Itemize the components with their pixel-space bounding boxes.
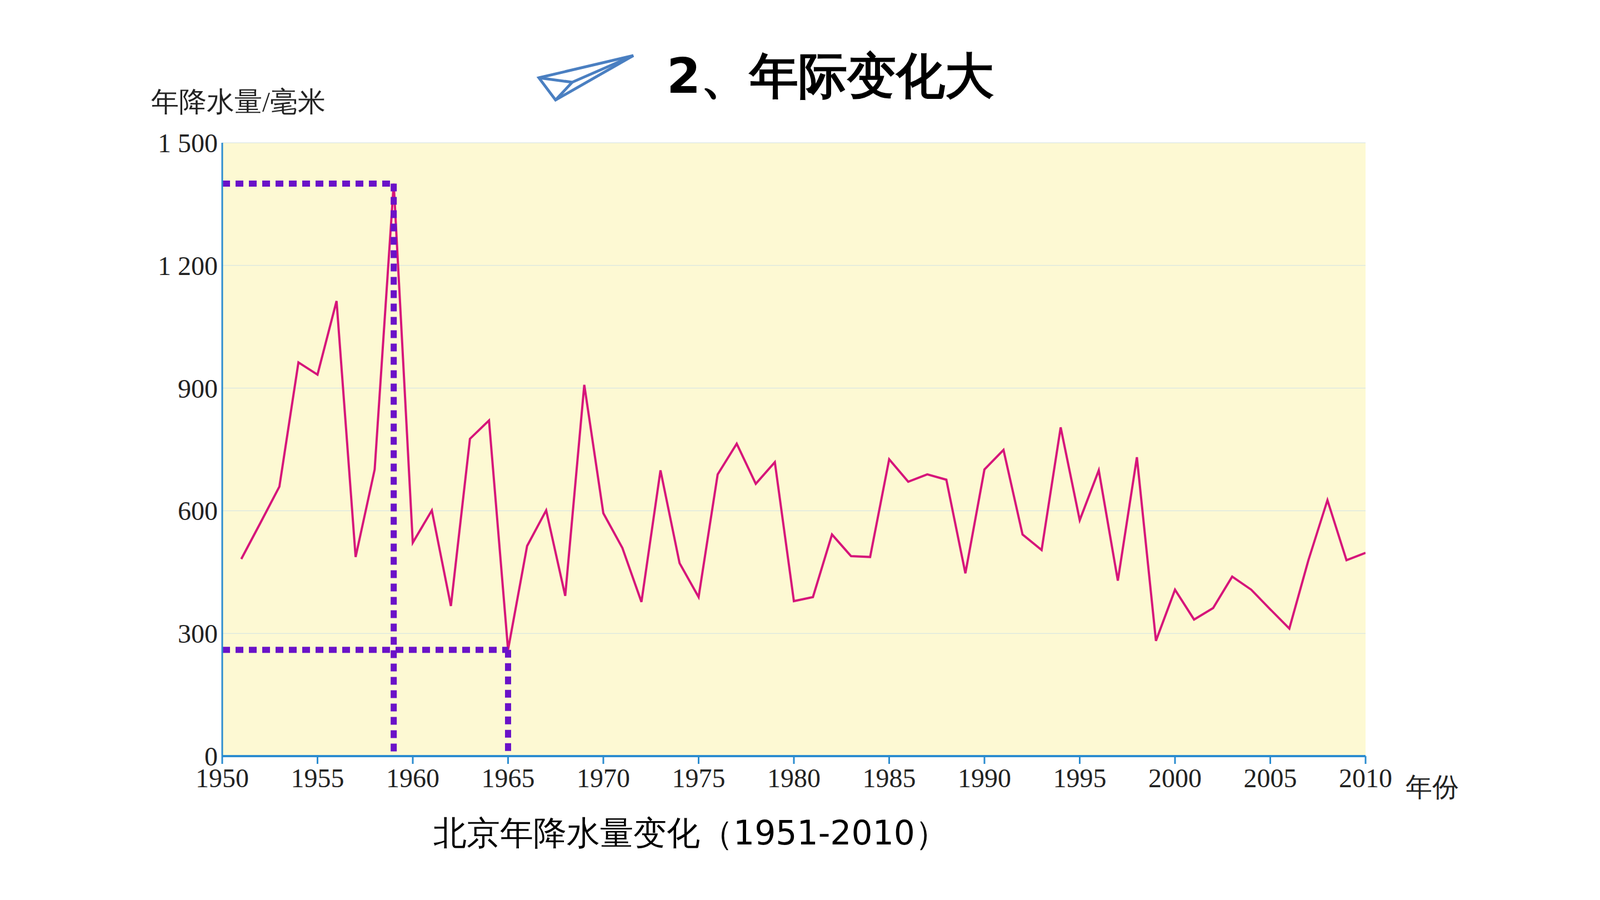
svg-text:1950: 1950 [195, 763, 249, 793]
svg-text:2005: 2005 [1243, 763, 1298, 793]
html-text:2、年际变化大: 2、年际变化大 [666, 47, 994, 105]
svg-text:1975: 1975 [672, 763, 726, 793]
html-text:年降水量/毫米: 年降水量/毫米 [151, 86, 326, 118]
svg-text:0: 0 [204, 741, 218, 772]
svg-text:1 200: 1 200 [157, 251, 218, 281]
svg-text:2010: 2010 [1338, 763, 1393, 793]
html-text:北京年降水量变化（1951-2010）: 北京年降水量变化（1951-2010） [433, 813, 949, 853]
svg-text:1995: 1995 [1053, 763, 1107, 793]
svg-text:1990: 1990 [957, 763, 1012, 793]
svg-text:300: 300 [177, 618, 218, 649]
html-text:年份: 年份 [1405, 772, 1459, 802]
svg-text:2000: 2000 [1148, 763, 1202, 793]
svg-text:1970: 1970 [576, 763, 630, 793]
svg-text:1 500: 1 500 [157, 128, 218, 158]
svg-text:1965: 1965 [481, 763, 535, 793]
svg-text:1955: 1955 [291, 763, 345, 793]
svg-text:1980: 1980 [767, 763, 821, 793]
svg-text:900: 900 [177, 373, 218, 404]
svg-text:600: 600 [177, 496, 218, 526]
svg-text:1985: 1985 [862, 763, 917, 793]
svg-text:1960: 1960 [386, 763, 440, 793]
